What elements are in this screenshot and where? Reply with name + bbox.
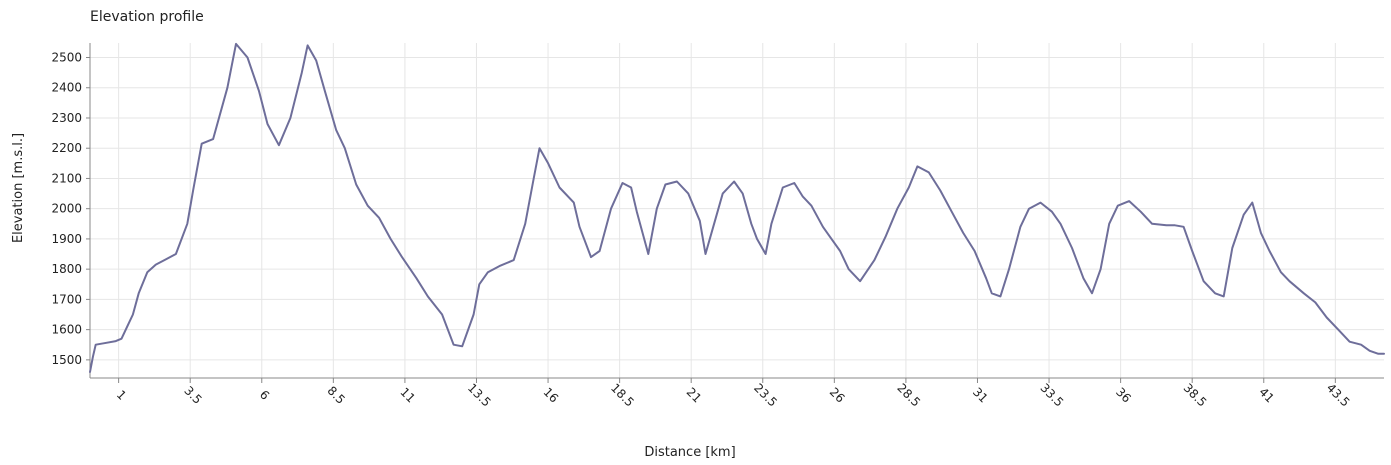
- y-tick-label: 1900: [51, 232, 82, 246]
- y-tick-label: 2400: [51, 81, 82, 95]
- elevation-line: [89, 42, 1385, 373]
- y-tick-label: 2200: [51, 141, 82, 155]
- y-tick-label: 1600: [51, 323, 82, 337]
- x-axis-title: Distance [km]: [644, 445, 735, 460]
- x-tick-label: 18.5: [608, 381, 637, 410]
- x-tick-label: 26: [827, 385, 848, 406]
- x-tick-label: 1: [114, 388, 129, 403]
- y-tick-label: 2300: [51, 111, 82, 125]
- y-axis-title: Elevation [m.s.l.]: [11, 133, 26, 243]
- y-tick-label: 1700: [51, 292, 82, 306]
- y-tick-label: 2000: [51, 202, 82, 216]
- x-tick-label: 3.5: [181, 383, 204, 406]
- x-tick-label: 43.5: [1324, 381, 1353, 410]
- x-tick-label: 11: [397, 385, 418, 406]
- x-tick-label: 8.5: [324, 383, 347, 406]
- x-tick-label: 16: [541, 385, 562, 406]
- grid-layer: [90, 43, 1384, 378]
- chart-title: Elevation profile: [90, 9, 204, 25]
- y-tick-label: 1800: [51, 262, 82, 276]
- x-tick-label: 41: [1256, 385, 1277, 406]
- x-tick-label: 21: [684, 385, 705, 406]
- y-tick-label: 2500: [51, 51, 82, 65]
- x-tick-label: 23.5: [751, 381, 780, 410]
- series-layer: [89, 42, 1385, 373]
- x-tick-label: 38.5: [1181, 381, 1210, 410]
- x-tick-label: 31: [970, 385, 991, 406]
- x-tick-label: 33.5: [1037, 381, 1066, 410]
- x-tick-label: 13.5: [465, 381, 494, 410]
- y-tick-label: 2100: [51, 171, 82, 185]
- x-tick-label: 6: [257, 388, 272, 403]
- y-tick-label: 1500: [51, 353, 82, 367]
- x-tick-label: 28.5: [894, 381, 923, 410]
- x-tick-label: 36: [1113, 385, 1134, 406]
- axes-layer: [86, 43, 1384, 383]
